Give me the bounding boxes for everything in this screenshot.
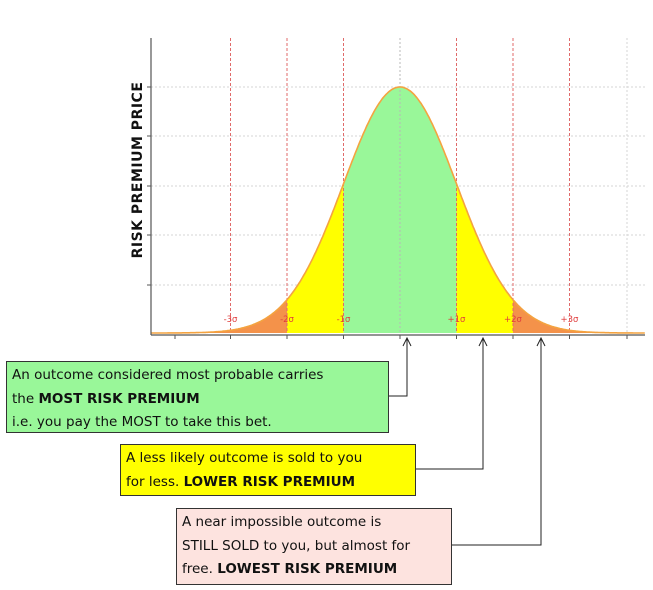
callout-least-line1: A near impossible outcome is [182, 514, 382, 530]
axis-ticks [147, 86, 628, 339]
probability-band [202, 299, 287, 333]
connector-arrowhead [536, 336, 546, 347]
sigma-label: +2σ [504, 315, 523, 325]
connector-arrowhead [402, 336, 412, 347]
most-risk-premium-label: MOST RISK PREMIUM [38, 390, 200, 407]
lowest-risk-callout: A near impossible outcome is STILL SOLD … [176, 508, 452, 585]
sigma-labels: -3σ -2σ -1σ +1σ +2σ +3σ [224, 315, 580, 325]
y-axis-label: RISK PREMIUM PRICE [130, 81, 146, 259]
bell-curve [151, 86, 645, 334]
callout-least-line3: free. LOWEST RISK PREMIUM [182, 561, 398, 577]
callout-connectors [389, 336, 546, 546]
lower-risk-callout: A less likely outcome is sold to you for… [120, 444, 416, 496]
sigma-label: +1σ [448, 315, 467, 325]
callout-most-line2: the MOST RISK PREMIUM [12, 390, 200, 407]
sigma-label: +3σ [561, 315, 580, 325]
sigma-label: -2σ [280, 315, 294, 325]
most-risk-callout: An outcome considered most probable carr… [6, 361, 389, 433]
callout-least-line2: STILL SOLD to you, but almost for [182, 537, 411, 554]
sigma-label: -3σ [224, 315, 238, 325]
callout-less-line1: A less likely outcome is sold to you [126, 450, 363, 466]
connector-less [416, 338, 484, 470]
probability-band [513, 299, 598, 333]
connector-most [389, 338, 408, 397]
sigma-label: -1σ [337, 315, 351, 325]
callout-most-line1: An outcome considered most probable carr… [12, 367, 324, 383]
lower-risk-premium-label: LOWER RISK PREMIUM [183, 473, 356, 490]
callout-less-line2: for less. LOWER RISK PREMIUM [126, 473, 356, 490]
connector-least [452, 338, 542, 546]
lowest-risk-premium-label: LOWEST RISK PREMIUM [217, 561, 398, 577]
connector-arrowhead [478, 336, 488, 347]
callout-most-line3: i.e. you pay the MOST to take this bet. [12, 414, 272, 430]
